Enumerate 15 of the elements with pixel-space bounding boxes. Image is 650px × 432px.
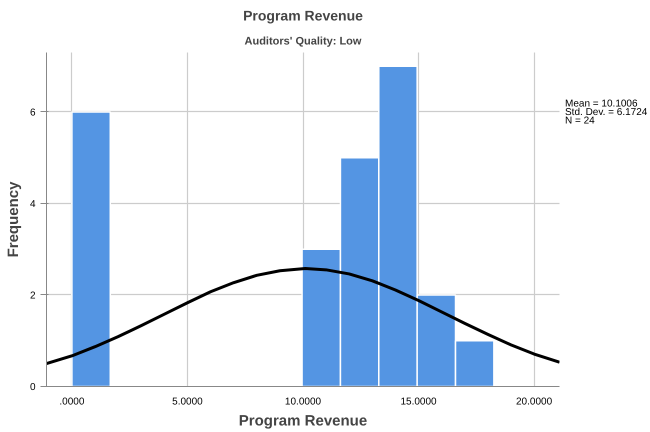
x-tick-label: 20.0000 (516, 396, 553, 408)
y-tick-label: 4 (30, 198, 36, 210)
x-tick-label: .0000 (59, 396, 85, 408)
y-tick-label: 2 (30, 290, 36, 302)
x-axis-title: Program Revenue (238, 412, 368, 430)
x-tick-label: 10.0000 (284, 396, 322, 408)
y-axis-title: Frequency (4, 180, 22, 258)
x-tick-label: 15.0000 (400, 396, 438, 408)
chart-subtitle: Auditors' Quality: Low (244, 36, 362, 48)
line-series (46, 266, 560, 366)
x-tick-label: 5.0000 (172, 396, 204, 408)
text: N = 24 (565, 116, 596, 127)
chart-title: Program Revenue (243, 8, 364, 24)
y-tick-label: 0 (30, 382, 36, 393)
y-tick-label: 6 (30, 107, 36, 118)
